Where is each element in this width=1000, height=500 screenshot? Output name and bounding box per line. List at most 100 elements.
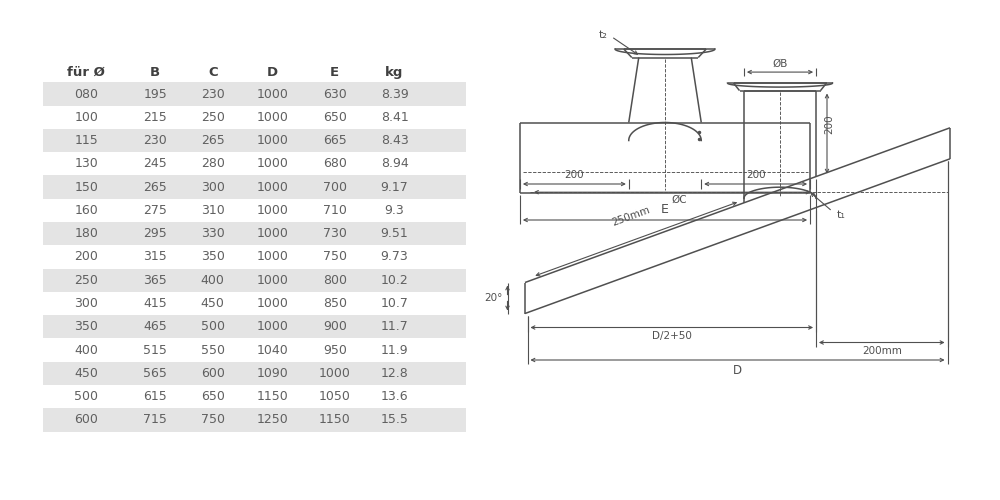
Text: 9.73: 9.73 (381, 250, 408, 264)
Text: 230: 230 (143, 134, 167, 147)
Text: 265: 265 (201, 134, 225, 147)
Text: 215: 215 (143, 111, 167, 124)
Text: D: D (267, 66, 278, 79)
Text: 1000: 1000 (257, 297, 289, 310)
Text: 130: 130 (74, 158, 98, 170)
Text: 230: 230 (201, 88, 225, 101)
Text: t₂: t₂ (598, 30, 607, 40)
Text: 1040: 1040 (257, 344, 288, 356)
Text: 850: 850 (323, 297, 347, 310)
Text: 1000: 1000 (257, 134, 289, 147)
Text: 8.41: 8.41 (381, 111, 408, 124)
Text: 415: 415 (143, 297, 167, 310)
Text: 20°: 20° (484, 293, 503, 303)
Text: 1000: 1000 (257, 158, 289, 170)
Text: 750: 750 (323, 250, 347, 264)
Text: 715: 715 (143, 414, 167, 426)
Text: 450: 450 (201, 297, 225, 310)
Bar (43, 408, 466, 432)
Text: 12.8: 12.8 (381, 367, 408, 380)
Text: 1150: 1150 (319, 414, 351, 426)
Text: 150: 150 (74, 180, 98, 194)
Text: 265: 265 (143, 180, 167, 194)
Text: 13.6: 13.6 (381, 390, 408, 403)
Bar (43, 268, 466, 292)
Text: 160: 160 (74, 204, 98, 217)
Text: 465: 465 (143, 320, 167, 334)
Text: 250: 250 (201, 111, 225, 124)
Text: 200: 200 (565, 170, 584, 180)
Text: 1250: 1250 (257, 414, 288, 426)
Text: 8.39: 8.39 (381, 88, 408, 101)
Text: E: E (330, 66, 339, 79)
Text: 080: 080 (74, 88, 98, 101)
Text: 200: 200 (824, 114, 834, 134)
Text: 1000: 1000 (257, 250, 289, 264)
Bar (43, 362, 466, 385)
Text: 700: 700 (323, 180, 347, 194)
Text: 250: 250 (74, 274, 98, 286)
Text: 1000: 1000 (257, 204, 289, 217)
Text: 730: 730 (323, 227, 347, 240)
Text: 950: 950 (323, 344, 347, 356)
Text: 8.94: 8.94 (381, 158, 408, 170)
Text: 500: 500 (74, 390, 98, 403)
Text: ØC: ØC (672, 195, 688, 205)
Text: 400: 400 (201, 274, 225, 286)
Text: B: B (150, 66, 160, 79)
Text: 1000: 1000 (257, 320, 289, 334)
Text: 250mm: 250mm (611, 205, 652, 228)
Text: 515: 515 (143, 344, 167, 356)
Text: 295: 295 (143, 227, 167, 240)
Text: 275: 275 (143, 204, 167, 217)
Text: 10.7: 10.7 (381, 297, 408, 310)
Text: 600: 600 (201, 367, 225, 380)
Text: 680: 680 (323, 158, 347, 170)
Text: 650: 650 (323, 111, 347, 124)
Text: C: C (208, 66, 218, 79)
Text: 565: 565 (143, 367, 167, 380)
Text: 650: 650 (201, 390, 225, 403)
Text: 330: 330 (201, 227, 225, 240)
Text: 11.9: 11.9 (381, 344, 408, 356)
Text: für Ø: für Ø (67, 66, 105, 79)
Text: 400: 400 (74, 344, 98, 356)
Text: 615: 615 (143, 390, 167, 403)
Text: 350: 350 (201, 250, 225, 264)
Bar (43, 315, 466, 338)
Text: 1000: 1000 (257, 227, 289, 240)
Text: t₁: t₁ (837, 210, 845, 220)
Text: D/2+50: D/2+50 (652, 331, 692, 341)
Text: 450: 450 (74, 367, 98, 380)
Text: 550: 550 (201, 344, 225, 356)
Text: 900: 900 (323, 320, 347, 334)
Text: 630: 630 (323, 88, 347, 101)
Text: D: D (733, 364, 742, 376)
Text: 11.7: 11.7 (381, 320, 408, 334)
Text: 800: 800 (323, 274, 347, 286)
Text: 1000: 1000 (319, 367, 351, 380)
Text: 280: 280 (201, 158, 225, 170)
Text: 665: 665 (323, 134, 347, 147)
Text: 365: 365 (143, 274, 167, 286)
Text: 1000: 1000 (257, 88, 289, 101)
Bar (43, 222, 466, 246)
Bar (43, 82, 466, 106)
Text: 300: 300 (74, 297, 98, 310)
Text: 500: 500 (201, 320, 225, 334)
Text: 710: 710 (323, 204, 347, 217)
Text: 9.51: 9.51 (381, 227, 408, 240)
Text: 10.2: 10.2 (381, 274, 408, 286)
Text: 1090: 1090 (257, 367, 288, 380)
Text: 200mm: 200mm (862, 346, 902, 356)
Text: 100: 100 (74, 111, 98, 124)
Text: 1000: 1000 (257, 180, 289, 194)
Bar (43, 176, 466, 199)
Text: 300: 300 (201, 180, 225, 194)
Text: 8.43: 8.43 (381, 134, 408, 147)
Text: kg: kg (385, 66, 404, 79)
Text: 600: 600 (74, 414, 98, 426)
Text: ØB: ØB (772, 59, 788, 69)
Text: 1050: 1050 (319, 390, 351, 403)
Text: 750: 750 (201, 414, 225, 426)
